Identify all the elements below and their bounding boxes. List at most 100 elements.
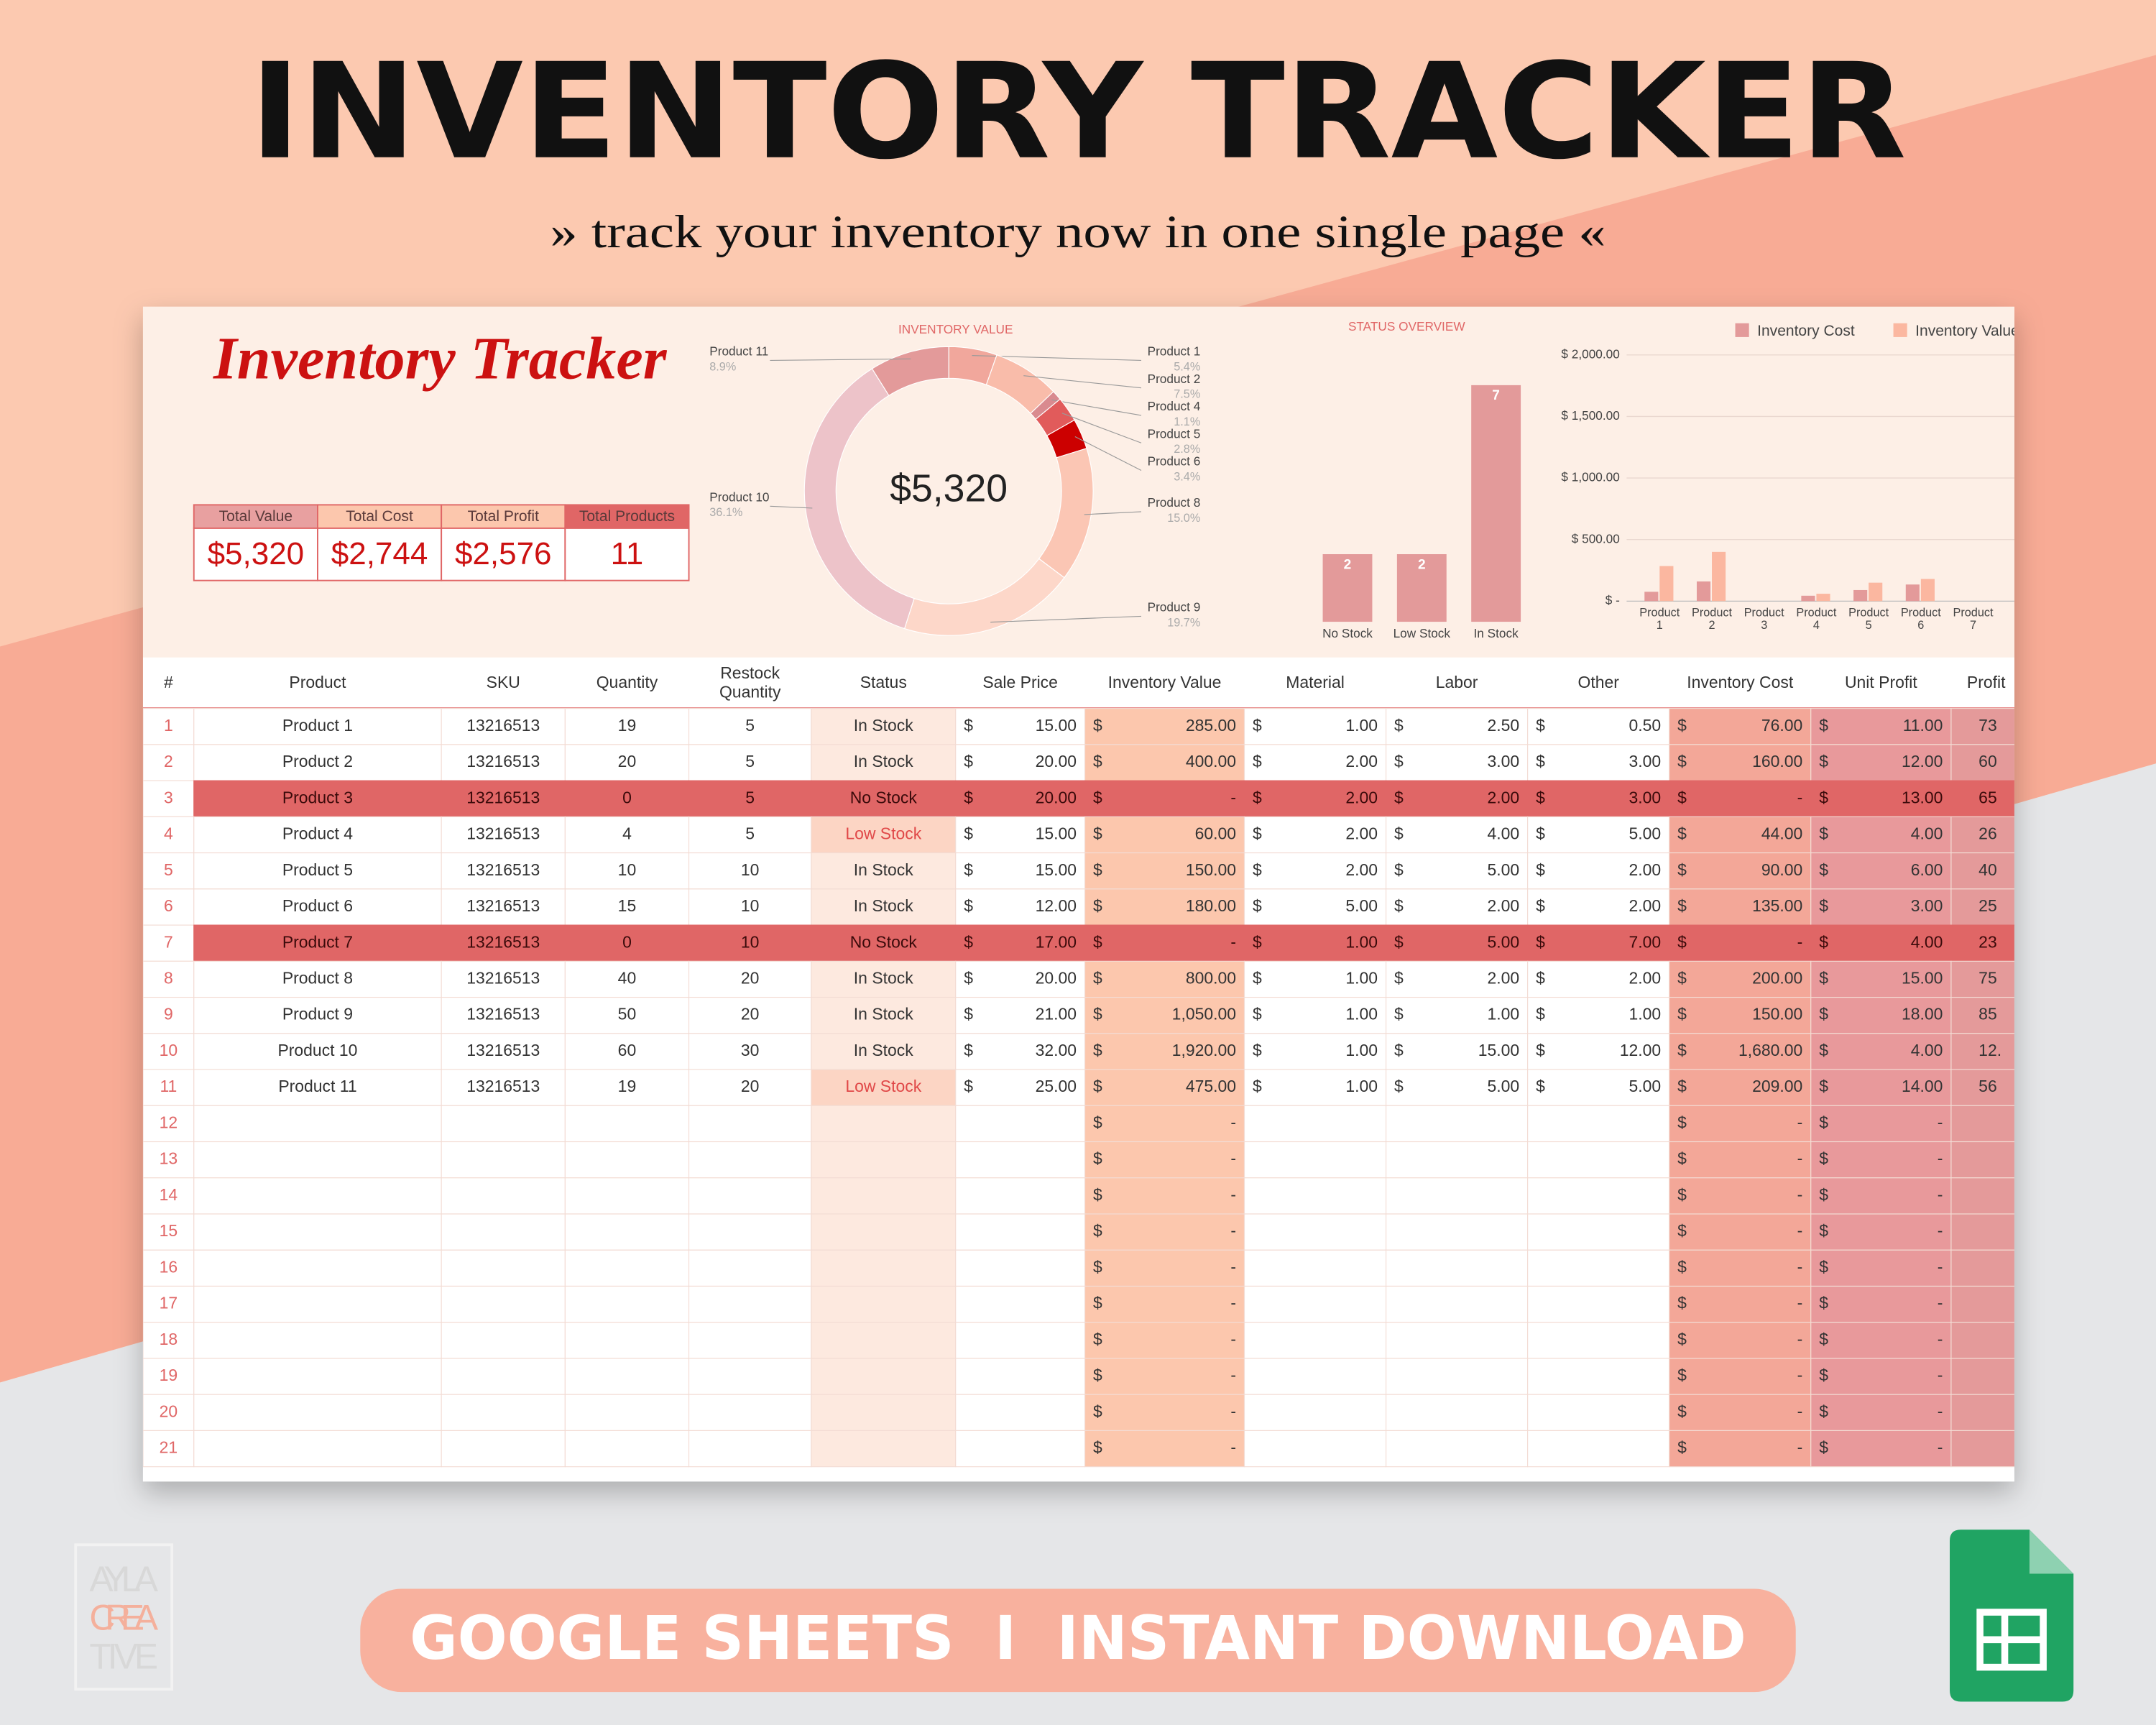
slice-value-label: 1.1% — [1174, 415, 1200, 428]
cell-value: 1.00 — [1345, 1077, 1378, 1095]
row-number: 19 — [160, 1366, 178, 1384]
logo-line: TIVE — [89, 1636, 158, 1676]
currency-symbol: $ — [1677, 932, 1687, 951]
cell-value: - — [1938, 1185, 1943, 1204]
donut-center-label: $5,320 — [890, 467, 1008, 510]
cell-value: 19 — [618, 716, 637, 735]
table-cell — [1385, 996, 1529, 1034]
currency-symbol: $ — [1819, 1221, 1828, 1240]
cell-value: 90.00 — [1761, 860, 1802, 879]
table-cell — [1084, 888, 1245, 926]
currency-symbol: $ — [964, 896, 973, 915]
cell-value: 44.00 — [1761, 824, 1802, 843]
currency-symbol: $ — [964, 1041, 973, 1059]
currency-symbol: $ — [1819, 932, 1828, 951]
table-cell — [811, 816, 957, 854]
table-cell — [1810, 744, 1952, 781]
table-cell — [564, 1213, 690, 1251]
row-number: 2 — [164, 752, 173, 770]
currency-symbol: $ — [1253, 932, 1262, 951]
table-cell — [1669, 1105, 1812, 1143]
table-cell — [1385, 960, 1529, 998]
table-cell — [441, 1213, 566, 1251]
table-cell — [955, 708, 1086, 745]
table-cell — [1527, 816, 1670, 854]
currency-symbol: $ — [1394, 824, 1404, 843]
cell-value: - — [1797, 1257, 1803, 1276]
table-cell — [1669, 780, 1812, 817]
cell-value: 75 — [1978, 969, 1997, 988]
table-cell — [1669, 1358, 1812, 1395]
column-header: SKU — [487, 673, 520, 691]
x-tick-label: In Stock — [1474, 626, 1519, 640]
currency-symbol: $ — [1677, 1005, 1687, 1024]
currency-symbol: $ — [1394, 1077, 1404, 1095]
bar — [1920, 579, 1935, 602]
table-cell — [1810, 852, 1952, 890]
currency-symbol: $ — [964, 969, 973, 988]
table-cell — [811, 1213, 957, 1251]
leader-line — [770, 505, 813, 509]
cell-value: 13216513 — [466, 1041, 540, 1059]
table-cell — [1243, 960, 1387, 998]
table-cell — [441, 996, 566, 1034]
y-tick-label: $ - — [1606, 593, 1620, 607]
table-cell — [688, 816, 812, 854]
table-cell — [1527, 888, 1670, 926]
table-cell — [1950, 1249, 2014, 1287]
column-header: Product — [289, 673, 346, 691]
table-cell — [1527, 1430, 1670, 1468]
table-cell — [1385, 888, 1529, 926]
cell-value: 12.00 — [1036, 896, 1077, 915]
table-cell — [142, 1105, 195, 1143]
currency-symbol: $ — [1677, 1221, 1687, 1240]
legend-label: Inventory Value — [1915, 323, 2019, 339]
table-cell — [688, 1394, 812, 1432]
currency-symbol: $ — [1253, 860, 1262, 879]
cell-value: 2.00 — [1629, 896, 1662, 915]
currency-symbol: $ — [1093, 752, 1102, 770]
currency-symbol: $ — [964, 824, 973, 843]
currency-symbol: $ — [1677, 1257, 1687, 1276]
currency-symbol: $ — [1819, 1005, 1828, 1024]
table-cell — [1950, 1141, 2014, 1179]
currency-symbol: $ — [1394, 860, 1404, 879]
button-label[interactable]: GOOGLE SHEETS I INSTANT DOWNLOAD — [410, 1603, 1746, 1673]
table-cell — [1810, 1177, 1952, 1215]
currency-symbol: $ — [1093, 896, 1102, 915]
currency-symbol: $ — [1677, 716, 1687, 735]
table-cell — [811, 1141, 957, 1179]
cell-value: - — [1797, 932, 1803, 951]
currency-symbol: $ — [964, 716, 973, 735]
status-bar — [1322, 554, 1373, 622]
y-tick-label: $ 500.00 — [1572, 531, 1620, 546]
x-tick-label: Product 4 — [1796, 607, 1836, 632]
table-cell — [1950, 1322, 2014, 1359]
table-cell — [955, 1141, 1086, 1179]
table-cell — [193, 708, 442, 745]
cell-value: - — [1230, 1294, 1236, 1312]
currency-symbol: $ — [1093, 716, 1102, 735]
currency-symbol: $ — [1819, 1077, 1828, 1095]
table-cell — [1950, 1105, 2014, 1143]
table-cell — [193, 780, 442, 817]
currency-symbol: $ — [1819, 752, 1828, 770]
cell-value: In Stock — [854, 752, 913, 770]
currency-symbol: $ — [1093, 969, 1102, 988]
table-cell — [1385, 1105, 1529, 1143]
currency-symbol: $ — [1394, 969, 1404, 988]
table-cell — [564, 1358, 690, 1395]
table-cell — [1527, 1141, 1670, 1179]
currency-symbol: $ — [1677, 1438, 1687, 1457]
cell-value: 1.00 — [1345, 969, 1378, 988]
table-cell — [1243, 1285, 1387, 1323]
cell-value: 209.00 — [1752, 1077, 1802, 1095]
cell-value: Product 8 — [282, 969, 353, 988]
table-cell — [955, 1430, 1086, 1468]
table-cell — [955, 1105, 1086, 1143]
currency-symbol: $ — [1536, 752, 1545, 770]
cell-value: 150.00 — [1752, 1005, 1802, 1024]
currency-symbol: $ — [1819, 969, 1828, 988]
download-button[interactable] — [360, 1588, 1796, 1693]
table-cell — [811, 996, 957, 1034]
